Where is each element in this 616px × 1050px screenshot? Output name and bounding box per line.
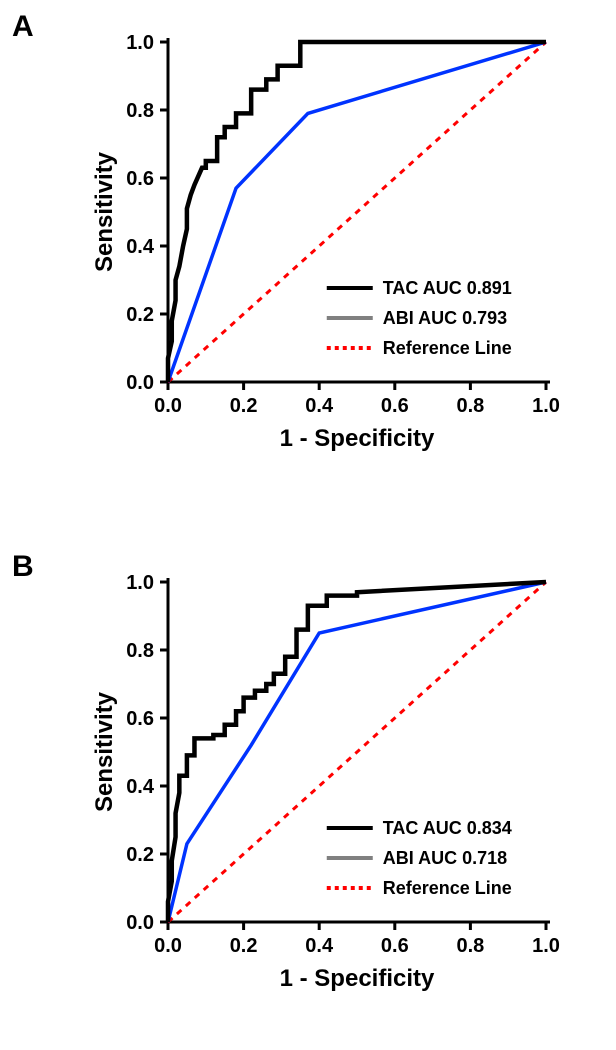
legend-label: Reference Line [383,878,512,898]
x-tick-label: 0.2 [230,935,258,957]
x-axis-title: 1 - Specificity [280,425,435,452]
y-tick-label: 0.8 [126,100,154,122]
y-tick-label: 0.0 [126,912,154,934]
y-tick-label: 0.6 [126,708,154,730]
panel-label: B [12,550,34,584]
y-tick-label: 0.4 [126,236,155,258]
x-tick-label: 1.0 [532,395,560,417]
x-tick-label: 0.8 [456,395,484,417]
x-tick-label: 0.6 [381,395,409,417]
x-tick-label: 0.4 [305,935,334,957]
y-axis-title: Sensitivity [91,151,118,272]
y-tick-label: 0.2 [126,844,154,866]
y-tick-label: 0.6 [126,168,154,190]
legend-label: Reference Line [383,338,512,358]
x-tick-label: 0.6 [381,935,409,957]
y-tick-label: 1.0 [126,32,154,54]
roc-svg: 0.0 0.2 0.4 0.6 0.8 1.0 0.0 0.2 0.4 0.6 0.8 1.0 1 - … [90,570,560,1000]
y-tick-label: 0.0 [126,372,154,394]
x-tick-label: 1.0 [532,935,560,957]
x-tick-label: 0.4 [305,395,334,417]
legend-label: ABI AUC 0.793 [383,308,507,328]
roc-svg: 0.0 0.2 0.4 0.6 0.8 1.0 0.0 0.2 0.4 0.6 0.8 1.0 1 - … [90,30,560,460]
panel-label: A [12,10,34,44]
y-tick-label: 0.8 [126,640,154,662]
x-axis-title: 1 - Specificity [280,965,435,992]
x-tick-label: 0.0 [154,935,182,957]
series-reference-line [168,42,546,382]
y-tick-label: 1.0 [126,572,154,594]
y-tick-label: 0.2 [126,304,154,326]
roc-chart: 0.0 0.2 0.4 0.6 0.8 1.0 0.0 0.2 0.4 0.6 0.8 1.0 1 - … [90,30,560,460]
legend-label: TAC AUC 0.891 [383,278,512,298]
legend-label: ABI AUC 0.718 [383,848,507,868]
x-tick-label: 0.2 [230,395,258,417]
legend-label: TAC AUC 0.834 [383,818,512,838]
x-tick-label: 0.0 [154,395,182,417]
y-tick-label: 0.4 [126,776,155,798]
series-reference-line [168,582,546,922]
roc-chart: 0.0 0.2 0.4 0.6 0.8 1.0 0.0 0.2 0.4 0.6 0.8 1.0 1 - … [90,570,560,1000]
y-axis-title: Sensitivity [91,691,118,812]
figure-page: A 0.0 0.2 0.4 0.6 0.8 1.0 0.0 0.2 0.4 0.6 0.8 1.0 1 -… [0,0,616,1050]
x-tick-label: 0.8 [456,935,484,957]
